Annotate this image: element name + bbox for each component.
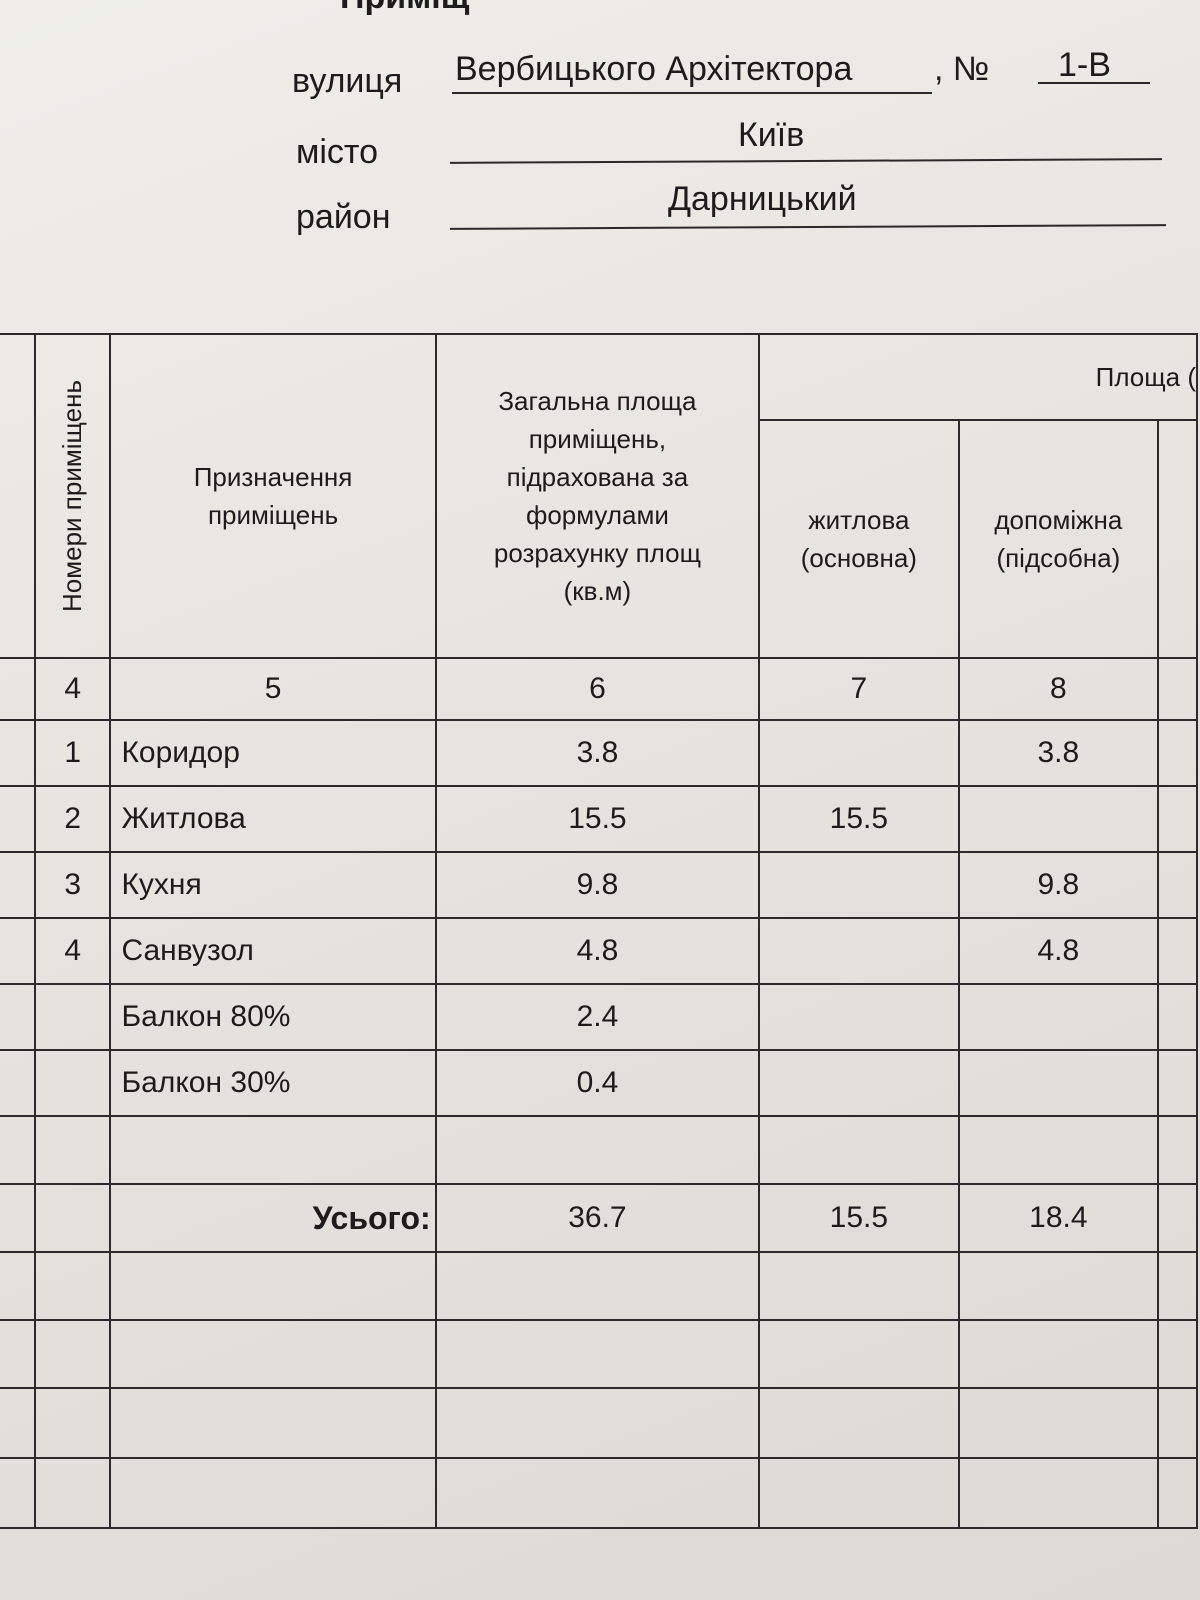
room-living-area — [758, 851, 960, 919]
number-value: 1-В — [1058, 46, 1111, 84]
room-living-area: 15.5 — [758, 785, 960, 853]
street-underline — [452, 92, 932, 94]
room-number: 1 — [33, 719, 112, 787]
partial-cell — [0, 785, 36, 853]
empty-row — [0, 1387, 1198, 1459]
column-number: 5 — [109, 657, 437, 721]
room-aux-area: 9.8 — [957, 851, 1160, 919]
table-row: 1 Коридор 3.8 3.8 — [0, 719, 1198, 787]
partial-cell — [0, 851, 36, 919]
partial-cell — [0, 719, 36, 787]
totals-aux: 18.4 — [957, 1183, 1160, 1253]
table-row: Балкон 80% 2.4 — [0, 983, 1198, 1051]
district-value: Дарницький — [668, 180, 857, 218]
room-aux-area — [957, 1049, 1160, 1117]
totals-row: Усього: 36.7 15.5 18.4 — [0, 1183, 1198, 1253]
number-underline — [1038, 82, 1150, 84]
room-number: 3 — [33, 851, 112, 919]
partial-cell — [1157, 851, 1198, 919]
totals-total: 36.7 — [434, 1183, 761, 1253]
city-underline — [449, 158, 1163, 164]
number-label: , № — [934, 50, 990, 88]
column-number: 7 — [758, 657, 960, 721]
room-number — [33, 983, 112, 1051]
partial-cell — [1157, 983, 1198, 1051]
room-total-area: 3.8 — [434, 719, 761, 787]
street-label: вулиця — [292, 62, 403, 100]
table-row: Балкон 30% 0.4 — [0, 1049, 1198, 1117]
partial-cell — [0, 983, 36, 1051]
partial-cell — [1157, 719, 1198, 787]
room-number: 4 — [33, 917, 112, 985]
partial-cell — [0, 917, 36, 985]
room-total-area: 9.8 — [434, 851, 761, 919]
partial-cell — [1157, 1049, 1198, 1117]
column-number: 6 — [434, 657, 761, 721]
empty-row — [0, 1115, 1198, 1185]
room-living-area — [758, 719, 960, 787]
room-total-area: 0.4 — [434, 1049, 761, 1117]
partial-cell — [0, 1049, 36, 1117]
empty-row — [0, 1251, 1198, 1321]
empty-row — [0, 1457, 1198, 1529]
rooms-area-table: Номери приміщень Призначення приміщень З… — [0, 333, 1198, 1529]
partial-cell — [1157, 419, 1198, 659]
room-purpose: Коридор — [109, 719, 437, 787]
room-number: 2 — [33, 785, 112, 853]
empty-row — [0, 1319, 1198, 1389]
table-row: 3 Кухня 9.8 9.8 — [0, 851, 1198, 919]
room-purpose: Балкон 80% — [109, 983, 437, 1051]
room-living-area — [758, 1049, 960, 1117]
street-value: Вербицького Архітектора — [455, 50, 853, 88]
partial-cell — [1157, 917, 1198, 985]
room-number — [33, 1049, 112, 1117]
table-row: 4 Санвузол 4.8 4.8 — [0, 917, 1198, 985]
header-auxiliary: допоміжна (підсобна) — [957, 419, 1160, 659]
room-aux-area — [957, 983, 1160, 1051]
header-total-area: Загальна площа приміщень, підрахована за… — [434, 333, 761, 659]
header-room-numbers: Номери приміщень — [33, 333, 112, 659]
header-purpose: Призначення приміщень — [109, 333, 437, 659]
totals-living: 15.5 — [758, 1183, 960, 1253]
room-purpose: Санвузол — [109, 917, 437, 985]
document-heading-partial: Приміщ — [340, 0, 469, 17]
table-row: 2 Житлова 15.5 15.5 — [0, 785, 1198, 853]
column-numbers-row: 4 5 6 7 8 — [0, 657, 1198, 721]
room-total-area: 15.5 — [434, 785, 761, 853]
totals-label: Усього: — [109, 1183, 437, 1253]
header-living: житлова (основна) — [758, 419, 960, 659]
header-area-group: Площа ( — [758, 333, 1198, 421]
room-aux-area: 3.8 — [957, 719, 1160, 787]
room-purpose: Кухня — [109, 851, 437, 919]
room-aux-area — [957, 785, 1160, 853]
district-label: район — [296, 198, 391, 236]
district-underline — [449, 224, 1167, 230]
partial-column-header — [0, 333, 36, 659]
partial-cell — [1157, 785, 1198, 853]
room-purpose: Балкон 30% — [109, 1049, 437, 1117]
city-value: Київ — [738, 116, 805, 154]
room-total-area: 2.4 — [434, 983, 761, 1051]
column-number: 4 — [33, 657, 112, 721]
room-living-area — [758, 983, 960, 1051]
room-purpose: Житлова — [109, 785, 437, 853]
city-label: місто — [296, 133, 379, 171]
room-living-area — [758, 917, 960, 985]
column-number: 8 — [957, 657, 1160, 721]
room-aux-area: 4.8 — [957, 917, 1160, 985]
room-total-area: 4.8 — [434, 917, 761, 985]
